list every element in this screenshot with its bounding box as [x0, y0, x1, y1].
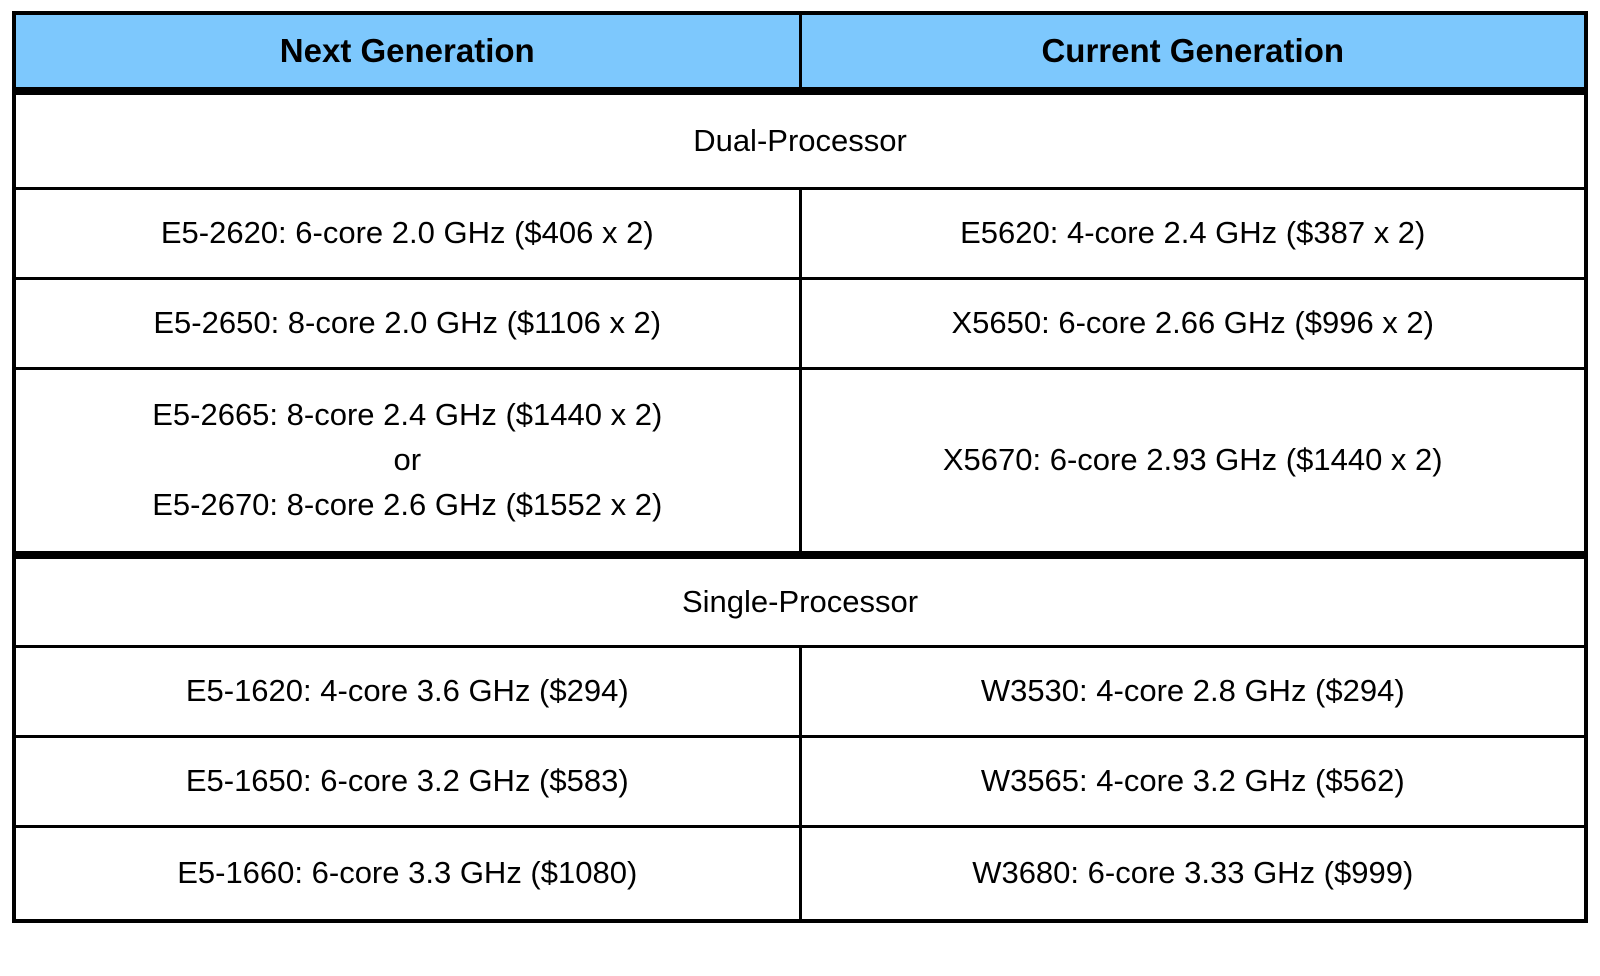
cpu-spec-or-text: or — [393, 442, 422, 478]
cpu-spec-text: X5670: 6-core 2.93 GHz ($1440 x 2) — [942, 442, 1443, 478]
cpu-spec-text: E5620: 4-core 2.4 GHz ($387 x 2) — [960, 215, 1426, 251]
table-header-row: Next Generation Current Generation — [16, 15, 1584, 95]
cpu-spec-text: E5-1650: 6-core 3.2 GHz ($583) — [185, 763, 629, 799]
cpu-spec-text: E5-2670: 8-core 2.6 GHz ($1552 x 2) — [152, 486, 663, 522]
cell-next-gen: E5-2620: 6-core 2.0 GHz ($406 x 2) — [16, 190, 799, 277]
cpu-spec-text: W3565: 4-core 3.2 GHz ($562) — [980, 763, 1405, 799]
table-row: E5-1660: 6-core 3.3 GHz ($1080) W3680: 6… — [16, 825, 1584, 919]
table-row: E5-2620: 6-core 2.0 GHz ($406 x 2) E5620… — [16, 187, 1584, 277]
cell-next-gen: E5-1620: 4-core 3.6 GHz ($294) — [16, 648, 799, 735]
cell-next-gen: E5-2650: 8-core 2.0 GHz ($1106 x 2) — [16, 280, 799, 367]
section-title-cell: Dual-Processor — [16, 95, 1584, 187]
cpu-spec-text: X5650: 6-core 2.66 GHz ($996 x 2) — [951, 305, 1434, 341]
processor-comparison-table: Next Generation Current Generation Dual-… — [12, 11, 1588, 923]
cell-current-gen: X5670: 6-core 2.93 GHz ($1440 x 2) — [798, 370, 1585, 551]
cell-current-gen: W3565: 4-core 3.2 GHz ($562) — [798, 738, 1585, 825]
cpu-spec-text: E5-2665: 8-core 2.4 GHz ($1440 x 2) — [152, 397, 663, 433]
cpu-spec-text: E5-2650: 8-core 2.0 GHz ($1106 x 2) — [153, 305, 662, 341]
cpu-spec-text: E5-2620: 6-core 2.0 GHz ($406 x 2) — [160, 215, 654, 251]
page: Next Generation Current Generation Dual-… — [12, 11, 1588, 923]
cell-current-gen: W3680: 6-core 3.33 GHz ($999) — [798, 828, 1585, 919]
cpu-spec-text: E5-1620: 4-core 3.6 GHz ($294) — [185, 673, 629, 709]
cell-current-gen: E5620: 4-core 2.4 GHz ($387 x 2) — [798, 190, 1585, 277]
column-header-label: Next Generation — [279, 32, 535, 70]
section-title-row-dual-processor: Dual-Processor — [16, 95, 1584, 187]
table-row: E5-2665: 8-core 2.4 GHz ($1440 x 2) or E… — [16, 367, 1584, 551]
table-row: E5-1620: 4-core 3.6 GHz ($294) W3530: 4-… — [16, 645, 1584, 735]
cell-current-gen: X5650: 6-core 2.66 GHz ($996 x 2) — [798, 280, 1585, 367]
cell-next-gen: E5-2665: 8-core 2.4 GHz ($1440 x 2) or E… — [16, 370, 799, 551]
cpu-spec-text: E5-1660: 6-core 3.3 GHz ($1080) — [177, 855, 638, 891]
cell-next-gen: E5-1650: 6-core 3.2 GHz ($583) — [16, 738, 799, 825]
cpu-spec-text: W3680: 6-core 3.33 GHz ($999) — [972, 855, 1414, 891]
table-row: E5-1650: 6-core 3.2 GHz ($583) W3565: 4-… — [16, 735, 1584, 825]
column-header-label: Current Generation — [1041, 32, 1345, 70]
cell-current-gen: W3530: 4-core 2.8 GHz ($294) — [798, 648, 1585, 735]
column-header-current-generation: Current Generation — [798, 15, 1585, 87]
section-title-label: Dual-Processor — [693, 122, 907, 158]
section-title-label: Single-Processor — [681, 583, 919, 619]
column-header-next-generation: Next Generation — [16, 15, 799, 87]
table-row: E5-2650: 8-core 2.0 GHz ($1106 x 2) X565… — [16, 277, 1584, 367]
section-title-cell: Single-Processor — [16, 559, 1584, 645]
cpu-spec-text: W3530: 4-core 2.8 GHz ($294) — [980, 673, 1405, 709]
section-title-row-single-processor: Single-Processor — [16, 551, 1584, 645]
cell-next-gen: E5-1660: 6-core 3.3 GHz ($1080) — [16, 828, 799, 919]
